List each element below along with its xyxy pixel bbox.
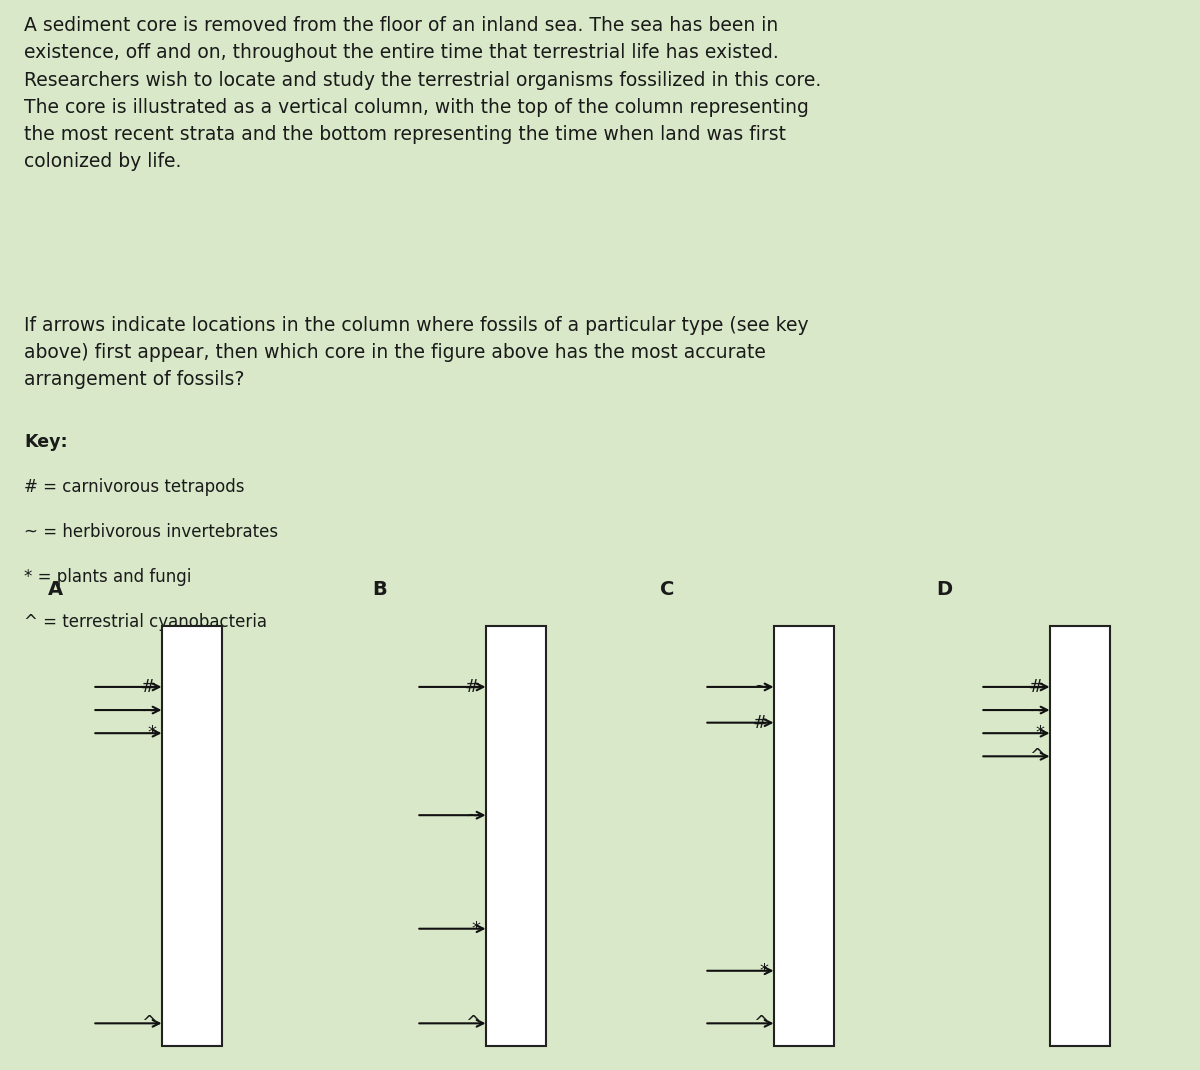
Text: ^: ^	[1028, 747, 1044, 765]
Text: ~: ~	[1030, 701, 1044, 719]
Text: # = carnivorous tetrapods: # = carnivorous tetrapods	[24, 478, 245, 496]
FancyBboxPatch shape	[486, 626, 546, 1046]
Text: ^: ^	[464, 1014, 480, 1033]
Text: Key:: Key:	[24, 433, 67, 452]
FancyBboxPatch shape	[1050, 626, 1110, 1046]
Text: ~ = herbivorous invertebrates: ~ = herbivorous invertebrates	[24, 523, 278, 541]
Text: *: *	[1034, 724, 1044, 743]
Text: #: #	[752, 714, 768, 732]
Text: If arrows indicate locations in the column where fossils of a particular type (s: If arrows indicate locations in the colu…	[24, 316, 809, 389]
Text: #: #	[140, 678, 156, 696]
Text: C: C	[660, 580, 674, 599]
Text: A: A	[48, 580, 64, 599]
FancyBboxPatch shape	[774, 626, 834, 1046]
Text: * = plants and fungi: * = plants and fungi	[24, 568, 191, 586]
Text: D: D	[936, 580, 952, 599]
Text: ^: ^	[140, 1014, 156, 1033]
Text: *: *	[760, 962, 768, 980]
Text: ~: ~	[754, 678, 768, 696]
Text: A sediment core is removed from the floor of an inland sea. The sea has been in
: A sediment core is removed from the floo…	[24, 16, 821, 171]
Text: *: *	[148, 724, 156, 743]
Text: #: #	[464, 678, 480, 696]
Text: B: B	[372, 580, 386, 599]
Text: *: *	[470, 920, 480, 937]
Text: ~: ~	[142, 701, 156, 719]
Text: ^: ^	[752, 1014, 768, 1033]
Text: ~: ~	[466, 806, 480, 824]
Text: ^ = terrestrial cyanobacteria: ^ = terrestrial cyanobacteria	[24, 613, 266, 631]
Text: #: #	[1028, 678, 1044, 696]
FancyBboxPatch shape	[162, 626, 222, 1046]
